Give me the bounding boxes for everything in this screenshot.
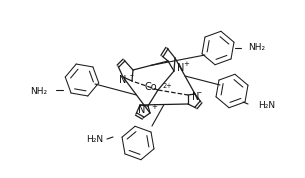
Text: Co: Co: [144, 82, 157, 92]
Text: N: N: [177, 63, 185, 73]
Text: +: +: [183, 61, 189, 67]
Text: 2+: 2+: [163, 83, 173, 89]
Text: H₂N: H₂N: [86, 135, 103, 145]
Text: N: N: [119, 75, 126, 85]
Text: NH₂: NH₂: [30, 88, 47, 96]
Text: +: +: [151, 104, 157, 110]
Text: NH₂: NH₂: [248, 43, 265, 53]
Text: N: N: [192, 92, 199, 102]
Text: H₂N: H₂N: [258, 101, 275, 111]
Text: N: N: [138, 105, 145, 115]
Text: –: –: [130, 72, 134, 80]
Text: –: –: [198, 88, 202, 98]
